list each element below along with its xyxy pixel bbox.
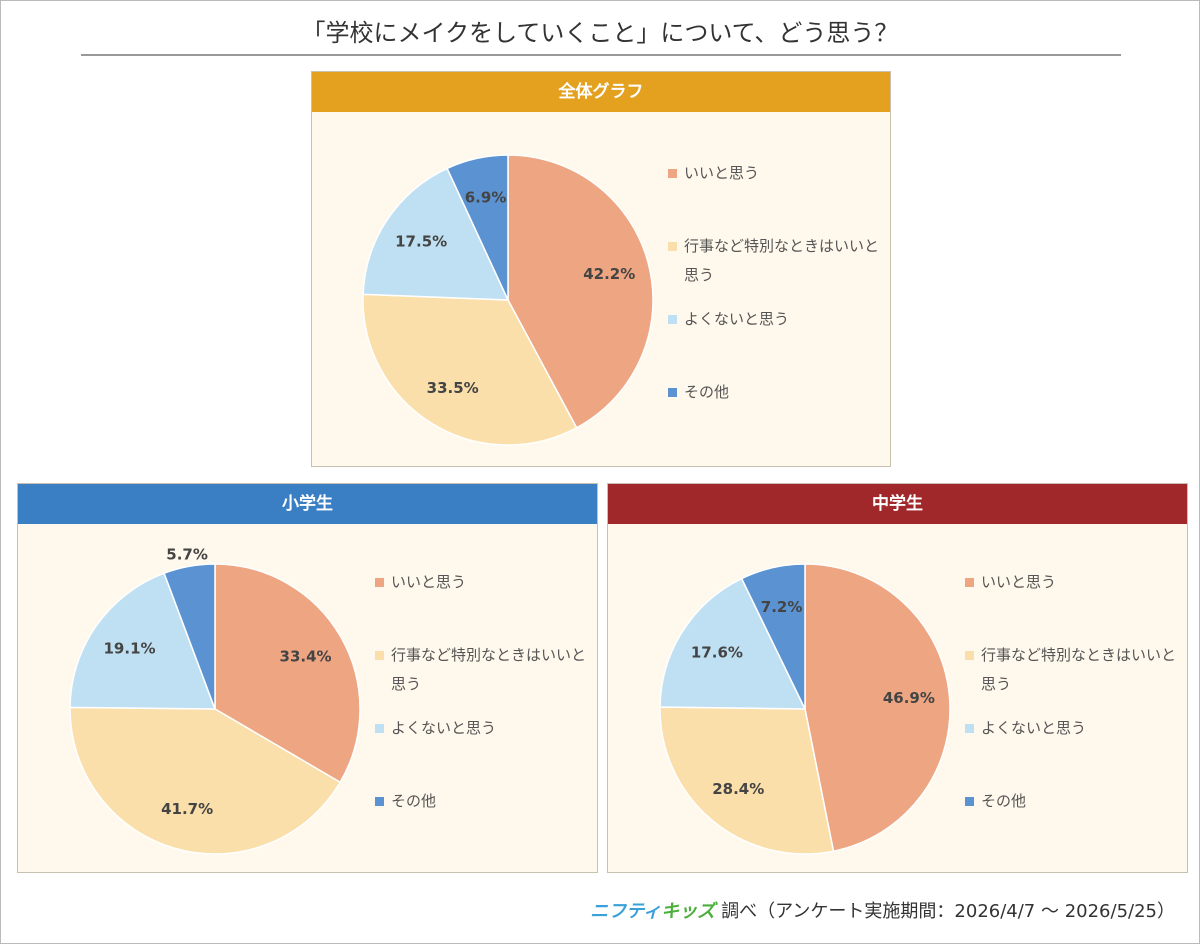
legend-item: いいと思う [668,159,883,188]
legend-label: その他 [391,792,437,810]
footer-text: 調べ（アンケート実施期間：2026/4/7 ～ 2026/5/25） [721,901,1175,922]
legend-item: よくないと思う [375,714,590,743]
pie-slice [659,577,807,710]
legend-label: いいと思う [684,164,760,182]
pie-slice [507,154,654,429]
data-label: 17.5% [395,233,447,251]
pie-slice [362,293,578,446]
legend-item: その他 [375,787,590,816]
pie-chart: 46.9% 28.4% 17.6% 7.2% [659,563,951,855]
pie-slice [659,706,835,855]
pie-slice [362,167,510,301]
legend-swatch [668,315,677,324]
legend-item: よくないと思う [668,305,883,334]
panel-header: 小学生 [18,484,597,524]
legend-swatch [668,169,677,178]
legend-label: いいと思う [391,573,467,591]
legend-label: 行事など特別なときはいいと思う [981,646,1177,693]
legend-swatch [965,797,974,806]
legend-label: よくないと思う [391,719,497,737]
brand: キッズ [661,901,716,922]
data-label: 42.2% [583,265,635,283]
data-label: 33.5% [427,379,479,397]
legend-swatch [375,797,384,806]
data-label: 33.4% [280,648,332,666]
data-label: 6.9% [465,189,507,207]
legend-item: 行事など特別なときはいいと思う [668,232,883,290]
legend-swatch [965,578,974,587]
chart-panel: 中学生 46.9% 28.4% 17.6% 7.2% いいと思う行事など特別なときはいいと… [607,483,1188,873]
legend-label: その他 [684,383,730,401]
pie-chart: 33.4% 41.7% 19.1% 5.7% [69,545,361,855]
data-label: 46.9% [883,689,935,707]
legend-swatch [375,578,384,587]
panel-header: 中学生 [608,484,1187,524]
legend-item: 行事など特別なときはいいと思う [965,641,1180,699]
brand: ニフティ [590,901,662,922]
data-label: 17.6% [691,643,743,661]
pie-slice [804,563,951,853]
footer: ニフティキッズ 調べ（アンケート実施期間：2026/4/7 ～ 2026/5/25… [590,897,1175,923]
legend-item: その他 [668,378,883,407]
legend-item: 行事など特別なときはいいと思う [375,641,590,699]
legend-label: 行事など特別なときはいいと思う [391,646,587,693]
data-label: 41.7% [161,800,213,818]
page-title: 「学校にメイクをしていくこと」について、どう思う？ [301,19,899,47]
legend-swatch [375,724,384,733]
pie-slice [69,572,217,710]
legend-swatch [375,651,384,660]
chart-panel: 小学生 33.4% 41.7% 19.1% 5.7% いいと思う行事など特別なときはいいと… [17,483,598,873]
panel-header: 全体グラフ [312,72,890,112]
pie-slice [446,154,509,301]
data-label: 7.2% [761,598,803,616]
data-label: 19.1% [104,640,156,658]
title-rule [81,54,1121,56]
pie-slice [740,563,806,710]
legend-label: 行事など特別なときはいいと思う [684,237,880,284]
data-label: 28.4% [712,780,764,798]
legend-swatch [965,724,974,733]
chart-panel: 全体グラフ 42.2% 33.5% 17.5% 6.9% いいと思う行事など特別なときはい… [311,71,891,467]
legend-item: いいと思う [375,568,590,597]
pie-slice [69,706,342,855]
legend-label: よくないと思う [684,310,790,328]
data-label: 5.7% [166,545,208,563]
legend-swatch [668,242,677,251]
pie-chart: 42.2% 33.5% 17.5% 6.9% [362,154,654,446]
legend-swatch [668,388,677,397]
legend-item: よくないと思う [965,714,1180,743]
legend-item: いいと思う [965,568,1180,597]
legend-label: いいと思う [981,573,1057,591]
legend-label: よくないと思う [981,719,1087,737]
legend-label: その他 [981,792,1027,810]
pie-slice [163,563,216,710]
legend-swatch [965,651,974,660]
pie-slice [214,563,361,784]
legend-item: その他 [965,787,1180,816]
